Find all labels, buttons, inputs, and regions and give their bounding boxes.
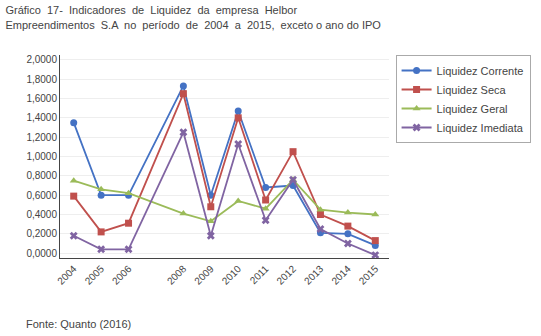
svg-text:0,6000: 0,6000	[26, 190, 57, 201]
svg-text:2006: 2006	[110, 263, 134, 287]
svg-text:Liquidez Geral: Liquidez Geral	[437, 103, 508, 115]
svg-text:1,8000: 1,8000	[26, 74, 57, 85]
svg-text:1,6000: 1,6000	[26, 93, 57, 104]
svg-text:2004: 2004	[55, 263, 79, 287]
svg-text:2009: 2009	[192, 263, 216, 287]
svg-text:0,2000: 0,2000	[26, 228, 57, 239]
svg-text:2005: 2005	[83, 263, 107, 287]
svg-text:2015: 2015	[357, 263, 381, 287]
svg-text:0,0000: 0,0000	[26, 248, 57, 259]
svg-text:Liquidez Seca: Liquidez Seca	[437, 84, 507, 96]
svg-text:1,2000: 1,2000	[26, 132, 57, 143]
svg-text:Fonte: Quanto (2016): Fonte: Quanto (2016)	[26, 318, 131, 330]
svg-text:2011: 2011	[248, 263, 271, 286]
svg-text:1,4000: 1,4000	[26, 112, 57, 123]
svg-text:2008: 2008	[165, 263, 189, 287]
svg-text:2013: 2013	[302, 263, 326, 287]
svg-text:2,0000: 2,0000	[26, 54, 57, 65]
svg-text:0,4000: 0,4000	[26, 209, 57, 220]
svg-text:1,0000: 1,0000	[26, 151, 57, 162]
svg-text:2014: 2014	[329, 263, 353, 287]
svg-text:2010: 2010	[220, 263, 244, 287]
svg-text:Liquidez Imediata: Liquidez Imediata	[437, 122, 524, 134]
svg-text:Liquidez Corrente: Liquidez Corrente	[437, 65, 524, 77]
svg-text:0,8000: 0,8000	[26, 170, 57, 181]
svg-text:Gráfico 17- Indicadores de: Gráfico 17- Indicadores de Liquidez da e…	[5, 4, 381, 30]
svg-text:2012: 2012	[274, 263, 298, 287]
